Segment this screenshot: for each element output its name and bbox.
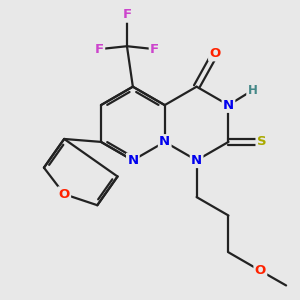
Text: F: F [95,43,104,56]
Text: N: N [159,135,170,148]
Text: O: O [58,188,70,201]
Text: F: F [150,43,159,56]
Text: S: S [257,135,266,148]
Text: O: O [255,264,266,277]
Text: N: N [127,154,138,167]
Text: N: N [191,154,202,167]
Text: F: F [122,8,131,21]
Text: N: N [223,99,234,112]
Text: H: H [248,84,257,97]
Text: O: O [209,47,220,60]
